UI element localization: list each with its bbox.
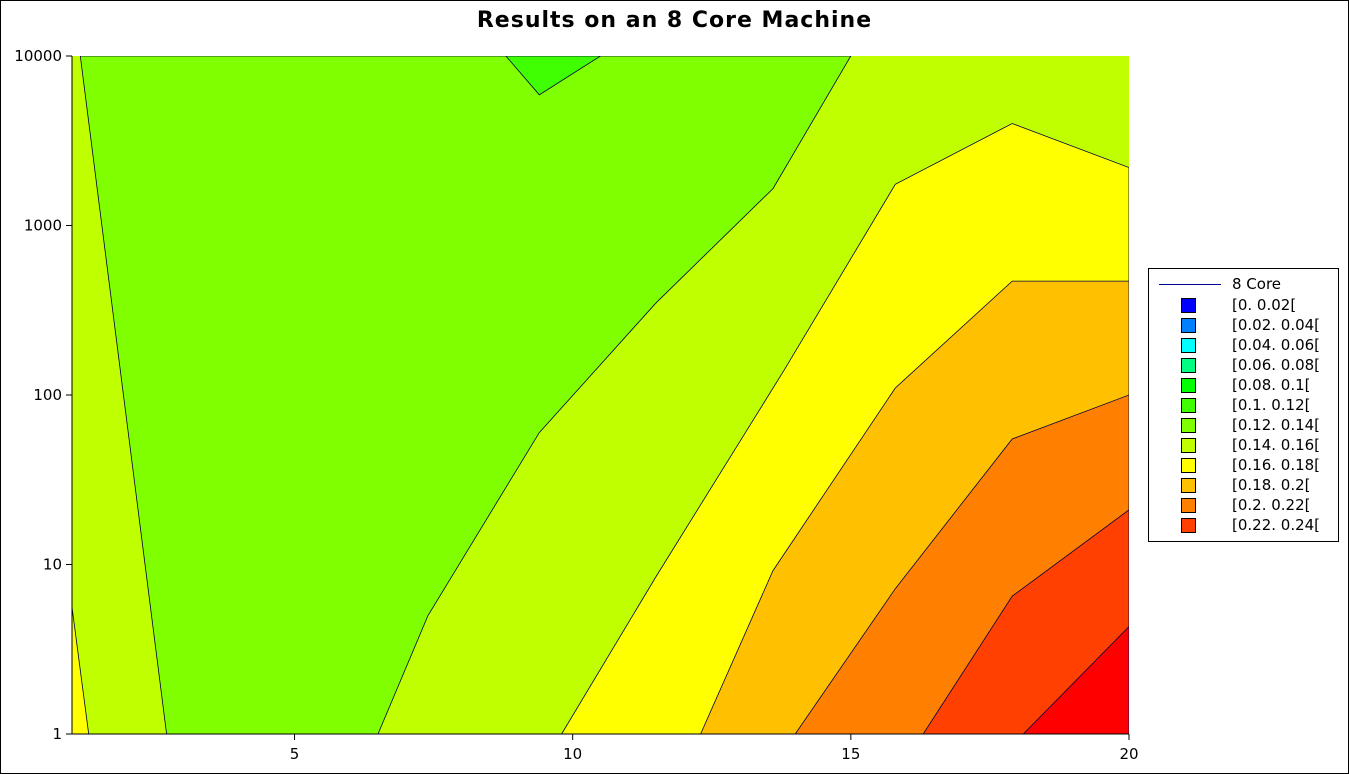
legend-swatch bbox=[1181, 398, 1196, 413]
y-tick-label: 1000 bbox=[24, 217, 62, 235]
legend-series-label: 8 Core bbox=[1232, 275, 1282, 293]
legend: 8 Core [0. 0.02[ [0.02. 0.04[ [0.04. 0.06[ [… bbox=[1148, 268, 1339, 542]
legend-swatch bbox=[1181, 378, 1196, 393]
legend-series-line bbox=[1159, 284, 1221, 285]
legend-swatch bbox=[1181, 338, 1196, 353]
legend-swatch bbox=[1181, 478, 1196, 493]
y-tick-label: 10 bbox=[43, 556, 62, 574]
legend-swatch bbox=[1181, 498, 1196, 513]
legend-swatch bbox=[1181, 418, 1196, 433]
legend-item: [0.22. 0.24[ bbox=[1149, 516, 1339, 536]
x-tick-label: 5 bbox=[290, 745, 300, 763]
chart-title: Results on an 8 Core Machine bbox=[476, 8, 873, 33]
legend-series-row: 8 Core bbox=[1149, 275, 1339, 295]
y-tick-label: 100 bbox=[33, 386, 62, 404]
legend-item-label: [0.16. 0.18[ bbox=[1232, 456, 1321, 474]
contour-region-7 bbox=[1022, 626, 1129, 734]
contour-region-6 bbox=[922, 509, 1129, 734]
legend-item: [0.18. 0.2[ bbox=[1149, 476, 1339, 496]
contour-regions bbox=[72, 56, 1129, 734]
legend-item: [0.14. 0.16[ bbox=[1149, 436, 1339, 456]
legend-item: [0.02. 0.04[ bbox=[1149, 316, 1339, 336]
legend-item: [0.12. 0.14[ bbox=[1149, 416, 1339, 436]
legend-item: [0.08. 0.1[ bbox=[1149, 376, 1339, 396]
legend-item: [0.16. 0.18[ bbox=[1149, 456, 1339, 476]
legend-item-label: [0.12. 0.14[ bbox=[1232, 416, 1321, 434]
legend-item-label: [0. 0.02[ bbox=[1232, 296, 1297, 314]
y-tick-label: 10000 bbox=[14, 47, 62, 65]
legend-item-label: [0.06. 0.08[ bbox=[1232, 356, 1321, 374]
axes: 5 10 15 20 1 10 100 1000 10000 bbox=[14, 47, 1138, 763]
legend-item-label: [0.08. 0.1[ bbox=[1232, 376, 1311, 394]
legend-item-label: [0.2. 0.22[ bbox=[1232, 496, 1311, 514]
legend-item: [0. 0.02[ bbox=[1149, 296, 1339, 316]
legend-item-label: [0.14. 0.16[ bbox=[1232, 436, 1321, 454]
legend-item: [0.1. 0.12[ bbox=[1149, 396, 1339, 416]
legend-swatch bbox=[1181, 298, 1196, 313]
contour-region-2 bbox=[505, 56, 602, 96]
x-tick-label: 15 bbox=[841, 745, 860, 763]
legend-item-label: [0.02. 0.04[ bbox=[1232, 316, 1321, 334]
legend-item-label: [0.18. 0.2[ bbox=[1232, 476, 1311, 494]
legend-swatch bbox=[1181, 358, 1196, 373]
legend-item-label: [0.22. 0.24[ bbox=[1232, 516, 1321, 534]
legend-item-label: [0.04. 0.06[ bbox=[1232, 336, 1321, 354]
legend-swatch bbox=[1181, 458, 1196, 473]
legend-item: [0.04. 0.06[ bbox=[1149, 336, 1339, 356]
legend-item: [0.2. 0.22[ bbox=[1149, 496, 1339, 516]
legend-swatch bbox=[1181, 518, 1196, 533]
legend-item: [0.06. 0.08[ bbox=[1149, 356, 1339, 376]
x-tick-label: 20 bbox=[1119, 745, 1138, 763]
x-tick-label: 10 bbox=[563, 745, 582, 763]
legend-swatch bbox=[1181, 318, 1196, 333]
y-tick-label: 1 bbox=[52, 725, 62, 743]
legend-item-label: [0.1. 0.12[ bbox=[1232, 396, 1311, 414]
contour-region-1 bbox=[79, 56, 852, 734]
contour-region-0 bbox=[72, 607, 90, 734]
legend-swatch bbox=[1181, 438, 1196, 453]
